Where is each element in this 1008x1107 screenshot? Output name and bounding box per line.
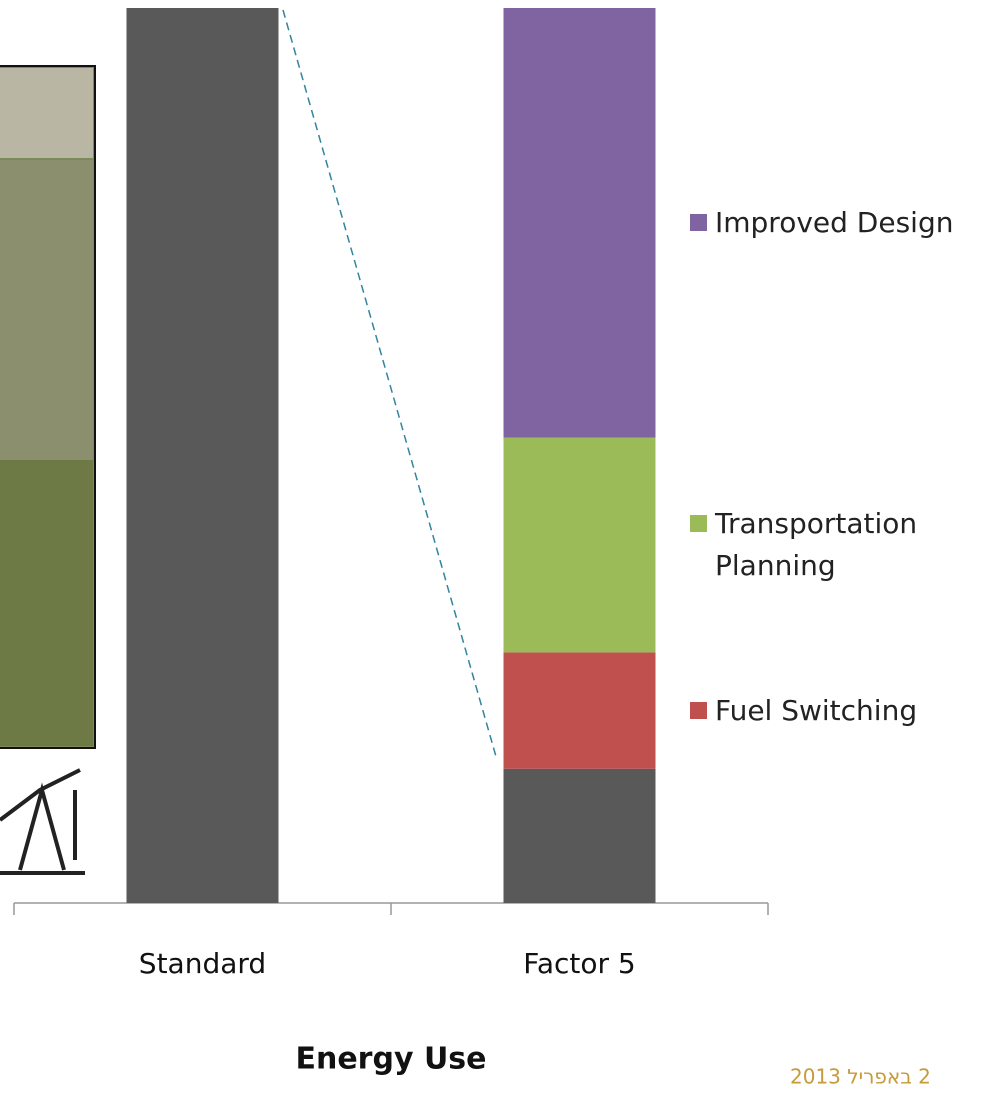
photo (0, 65, 96, 749)
legend-item: Fuel Switching (690, 690, 990, 732)
legend-label: Fuel Switching (715, 693, 918, 727)
bar-segment (126, 8, 279, 903)
legend-swatch (690, 515, 707, 532)
legend-label: Improved Design (715, 205, 954, 239)
bar-segment (503, 768, 656, 903)
legend-swatch (690, 701, 707, 719)
legend-item: Transportation Planning (690, 503, 990, 587)
footer-date: 2 באפריל 2013 (790, 1065, 931, 1089)
legend-label: Transportation Planning (715, 507, 918, 582)
connector (282, 9, 498, 761)
pump-jack-icon (0, 768, 85, 875)
bar-segment (503, 437, 656, 653)
bar-segment (503, 652, 656, 769)
legend-item: Improved Design (690, 202, 990, 244)
bar-segment (503, 8, 656, 438)
x-tick-label: Factor 5 (523, 947, 635, 980)
x-tick-label: Standard (139, 947, 266, 980)
legend-swatch (690, 213, 707, 231)
x-axis-title: Energy Use (295, 1042, 486, 1077)
